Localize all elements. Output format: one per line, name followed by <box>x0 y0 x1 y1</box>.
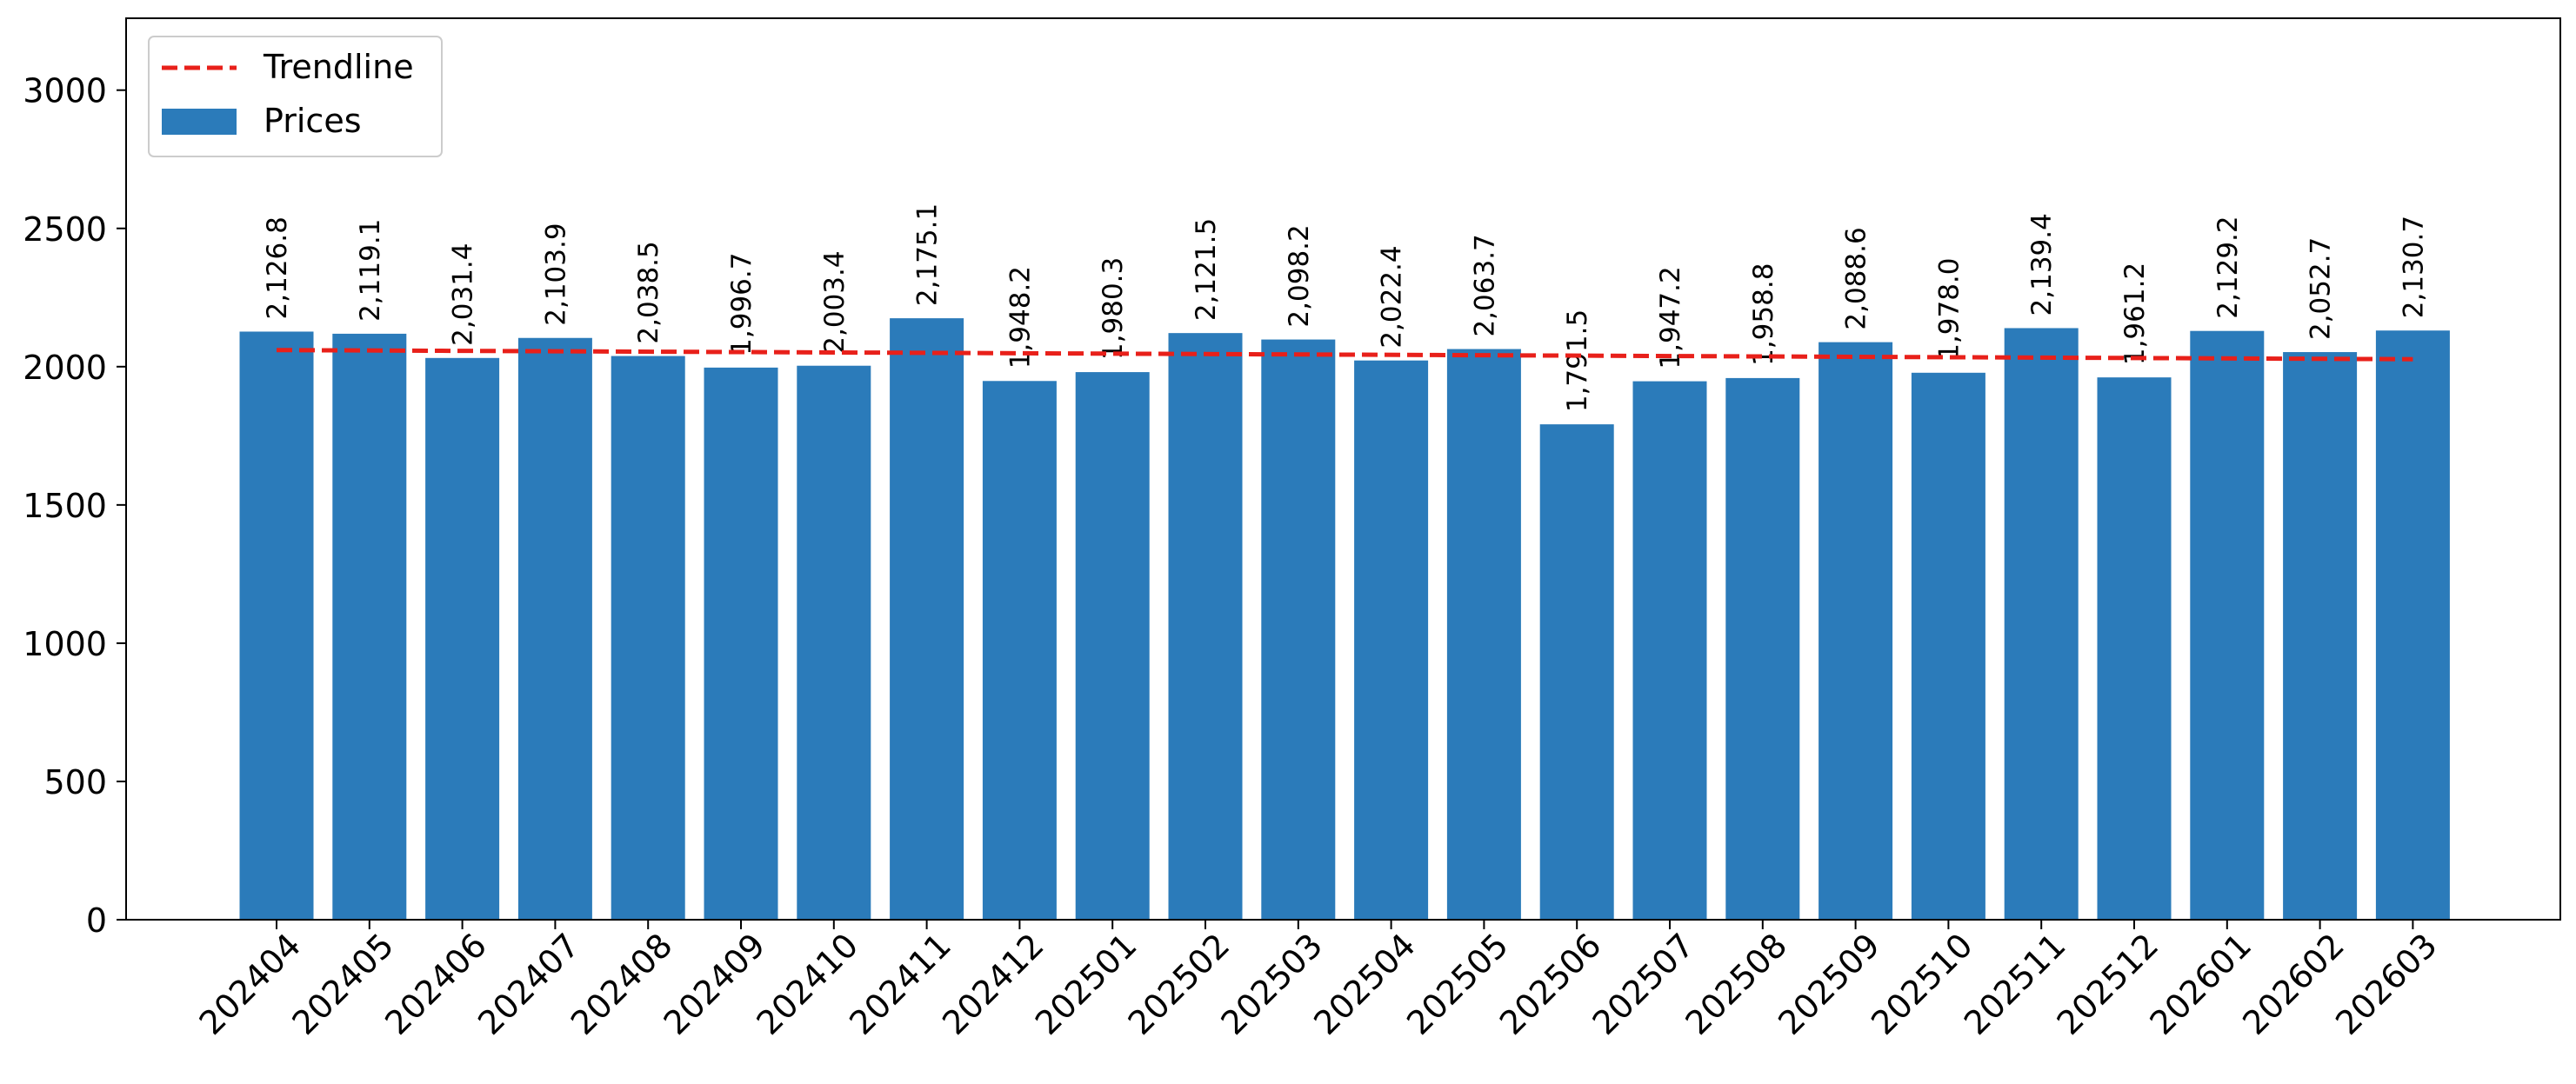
x-tick-label: 202404 <box>192 926 309 1042</box>
x-tick-label: 202509 <box>1771 926 1887 1042</box>
bar-202512 <box>2097 377 2172 921</box>
bar-value-label: 2,126.8 <box>262 216 293 319</box>
bar-202601 <box>2190 330 2265 920</box>
trendline <box>276 348 2413 362</box>
bar-value-label: 2,103.9 <box>540 223 571 325</box>
bar-value-label: 1,791.5 <box>1562 309 1593 412</box>
x-tick-label: 202411 <box>842 926 958 1042</box>
bar-202409 <box>704 367 778 920</box>
trendline-layer <box>276 348 2413 362</box>
bar-202501 <box>1075 372 1150 921</box>
bars-layer <box>239 318 2450 921</box>
x-tick-label: 202507 <box>1585 926 1702 1042</box>
bar-202506 <box>1539 424 1614 920</box>
x-tick-label: 202512 <box>2050 926 2166 1042</box>
y-tick-label: 1500 <box>23 487 107 525</box>
bar-202507 <box>1632 381 1707 921</box>
x-tick-label: 202503 <box>1213 926 1330 1042</box>
bar-value-label: 2,031.4 <box>448 243 479 345</box>
bar-value-label: 2,121.5 <box>1191 218 1222 321</box>
x-tick-label: 202501 <box>1028 926 1145 1042</box>
bar-value-label: 2,038.5 <box>633 241 664 343</box>
bar-202502 <box>1168 333 1243 920</box>
bar-value-label: 1,978.0 <box>1933 257 1965 360</box>
bar-value-label: 2,098.2 <box>1284 224 1315 327</box>
plot-frame <box>125 17 2561 921</box>
bar-value-label: 2,022.4 <box>1377 245 1408 348</box>
bar-202503 <box>1261 339 1336 921</box>
legend-prices-label: Prices <box>264 102 362 140</box>
bar-202410 <box>797 365 871 920</box>
bar-202510 <box>1911 372 1985 920</box>
bar-value-label: 2,052.7 <box>2306 237 2337 340</box>
bar-value-label: 2,119.1 <box>355 219 386 322</box>
bar-value-label: 2,130.7 <box>2398 216 2429 318</box>
x-tick-label: 202406 <box>377 926 494 1042</box>
x-tick-label: 202408 <box>564 926 680 1042</box>
x-tick-label: 202504 <box>1306 926 1423 1042</box>
bar-202511 <box>2004 328 2079 920</box>
bar-202407 <box>517 337 592 920</box>
x-tick-label: 202601 <box>2142 926 2259 1042</box>
y-tick-label: 1000 <box>23 625 107 663</box>
y-tick-label: 0 <box>86 901 107 940</box>
bar-value-label: 2,088.6 <box>1841 227 1872 329</box>
bar-value-label: 1,996.7 <box>726 253 757 356</box>
x-tick-label: 202412 <box>935 926 1051 1042</box>
x-tick-label: 202511 <box>1957 926 2073 1042</box>
x-tick-label: 202508 <box>1678 926 1794 1042</box>
x-tick-label: 202602 <box>2235 926 2352 1042</box>
bar-202405 <box>332 333 407 920</box>
legend: Trendline Prices <box>148 36 443 157</box>
bar-value-label: 2,063.7 <box>1469 234 1500 336</box>
bar-labels-layer: 2,126.8 2,119.1 2,031.4 2,103.9 2,038.5 1,996… <box>262 203 2429 412</box>
bar-202508 <box>1725 377 1800 921</box>
bar-202411 <box>890 318 964 920</box>
x-tick-label: 202506 <box>1492 926 1609 1042</box>
bar-value-label: 2,129.2 <box>2212 216 2244 318</box>
x-tick-label: 202410 <box>749 926 865 1042</box>
bar-value-label: 1,961.2 <box>2119 263 2151 365</box>
bar-value-label: 1,947.2 <box>1655 266 1686 369</box>
y-tick-label: 2500 <box>23 210 107 249</box>
bar-value-label: 2,003.4 <box>819 250 851 353</box>
bar-202504 <box>1354 360 1429 920</box>
legend-prices-swatch <box>162 109 237 135</box>
bar-202408 <box>611 356 685 921</box>
bar-value-label: 1,958.8 <box>1748 263 1779 366</box>
y-tick-label: 500 <box>43 763 107 801</box>
y-tick-label: 2000 <box>23 349 107 387</box>
legend-trendline-label: Trendline <box>263 48 414 86</box>
x-tick-label: 202603 <box>2328 926 2445 1042</box>
bar-value-label: 2,175.1 <box>912 203 944 306</box>
x-tick-label: 202505 <box>1399 926 1516 1042</box>
bar-202412 <box>982 381 1057 921</box>
bar-202404 <box>239 331 314 920</box>
x-tick-label: 202407 <box>470 926 587 1042</box>
bar-value-label: 2,139.4 <box>2026 213 2058 316</box>
x-tick-label: 202502 <box>1121 926 1238 1042</box>
bar-202406 <box>425 357 500 920</box>
y-tick-label: 3000 <box>23 72 107 110</box>
bar-202505 <box>1446 349 1521 920</box>
bar-202509 <box>1819 342 1893 920</box>
x-tick-label: 202405 <box>284 926 401 1042</box>
bar-value-label: 1,980.3 <box>1098 257 1129 360</box>
x-tick-label: 202409 <box>657 926 773 1042</box>
bar-202603 <box>2375 330 2450 920</box>
x-tick-label: 202510 <box>1864 926 1980 1042</box>
bar-202602 <box>2283 352 2358 920</box>
